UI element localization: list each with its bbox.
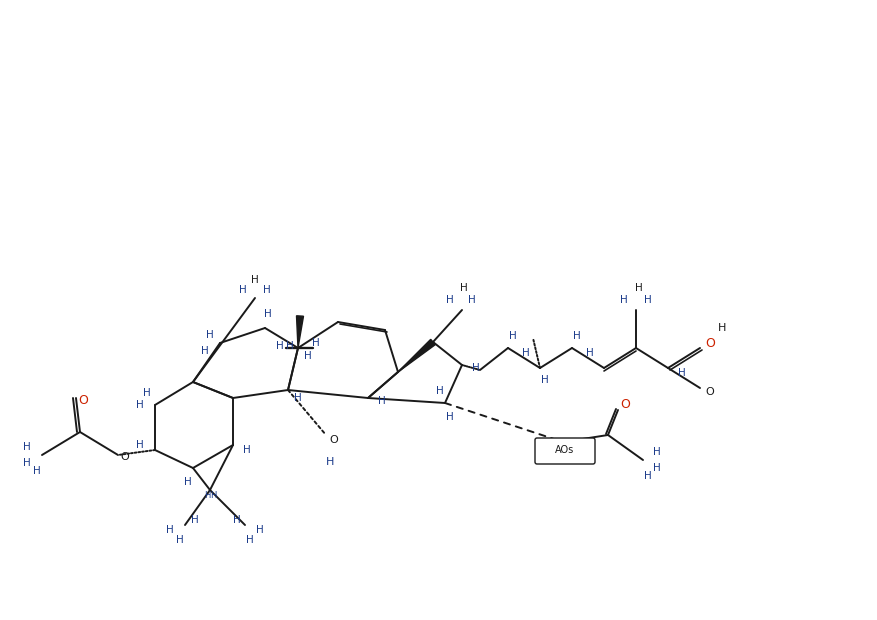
- Text: O: O: [619, 399, 629, 412]
- Text: H: H: [203, 490, 210, 500]
- Text: O: O: [78, 394, 88, 407]
- Text: H: H: [311, 338, 319, 348]
- Text: H: H: [540, 375, 548, 385]
- Text: H: H: [33, 466, 41, 476]
- Text: H: H: [233, 515, 240, 525]
- Text: H: H: [573, 331, 581, 341]
- Text: H: H: [378, 396, 385, 406]
- Text: H: H: [446, 295, 453, 305]
- Text: H: H: [644, 471, 651, 481]
- Text: H: H: [136, 440, 144, 450]
- Text: H: H: [243, 445, 251, 455]
- Text: H: H: [239, 285, 246, 295]
- Text: H: H: [644, 295, 651, 305]
- Text: H: H: [286, 341, 294, 351]
- Polygon shape: [397, 339, 435, 372]
- Text: H: H: [652, 463, 660, 473]
- Text: H: H: [275, 341, 283, 351]
- Text: H: H: [436, 386, 444, 396]
- Text: H: H: [184, 477, 192, 487]
- Text: H: H: [677, 368, 685, 378]
- Text: AOs: AOs: [555, 445, 574, 455]
- Text: H: H: [446, 412, 453, 422]
- Text: H: H: [263, 285, 271, 295]
- FancyBboxPatch shape: [534, 438, 595, 464]
- Text: H: H: [264, 309, 272, 319]
- Text: H: H: [246, 535, 253, 545]
- Text: O: O: [120, 452, 129, 462]
- Polygon shape: [296, 316, 303, 348]
- Text: H: H: [23, 458, 31, 468]
- Text: H: H: [467, 295, 475, 305]
- Text: H: H: [303, 351, 311, 361]
- Text: H: H: [586, 348, 593, 358]
- Text: H: H: [325, 457, 334, 467]
- Text: O: O: [329, 435, 338, 445]
- Text: H: H: [472, 363, 480, 373]
- Text: H: H: [256, 525, 264, 535]
- Text: H: H: [206, 330, 214, 340]
- Text: H: H: [251, 275, 259, 285]
- Text: H: H: [136, 400, 144, 410]
- Text: H: H: [460, 283, 467, 293]
- Text: H: H: [717, 323, 725, 333]
- Text: H: H: [522, 348, 530, 358]
- Text: H: H: [191, 515, 199, 525]
- Text: H: H: [652, 447, 660, 457]
- Text: H: H: [176, 535, 183, 545]
- Text: H: H: [23, 442, 31, 452]
- Text: H: H: [294, 393, 302, 403]
- Text: H: H: [201, 346, 209, 356]
- Text: H: H: [634, 283, 642, 293]
- Text: O: O: [705, 387, 714, 397]
- Text: H: H: [166, 525, 174, 535]
- Text: H: H: [143, 388, 151, 398]
- Text: H: H: [210, 490, 216, 500]
- Text: H: H: [509, 331, 517, 341]
- Text: O: O: [704, 337, 714, 350]
- Text: H: H: [619, 295, 627, 305]
